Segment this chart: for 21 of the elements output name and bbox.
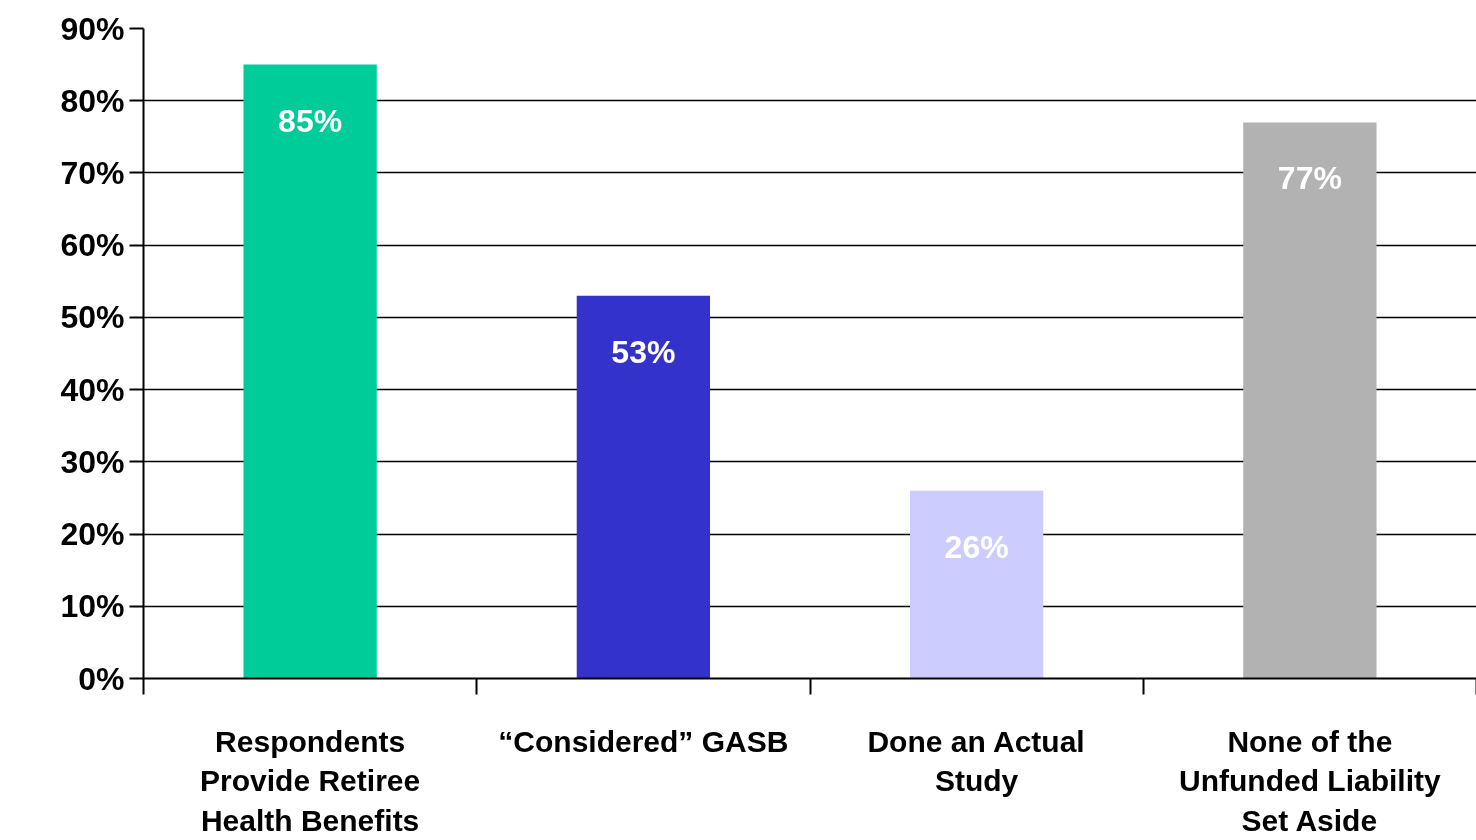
bar: [243, 64, 377, 679]
x-tick-label: “Considered” GASB: [498, 724, 789, 758]
data-label: 85%: [278, 102, 343, 139]
y-tick-label: 20%: [60, 516, 125, 553]
data-label: 77%: [1277, 160, 1342, 197]
y-tick-label: 0%: [78, 660, 125, 697]
y-tick-label: 30%: [60, 443, 125, 480]
y-tick-label: 40%: [60, 371, 125, 408]
x-tick-label: None of the Unfunded Liability Set Aside: [1179, 724, 1442, 837]
y-tick-label: 90%: [60, 10, 125, 47]
x-tick-label: Done an Actual Study: [867, 724, 1085, 798]
bar: [576, 295, 711, 679]
y-tick-label: 10%: [60, 588, 125, 625]
bar: [1243, 122, 1377, 679]
y-tick-label: 50%: [60, 299, 125, 336]
x-tick-label: Respondents Provide Retiree Health Benefits: [200, 724, 421, 837]
y-tick-label: 80%: [60, 82, 125, 119]
data-label: 53%: [611, 333, 676, 370]
y-tick-label: 60%: [60, 227, 125, 264]
y-tick-label: 70%: [60, 154, 125, 191]
bar: [909, 490, 1044, 679]
